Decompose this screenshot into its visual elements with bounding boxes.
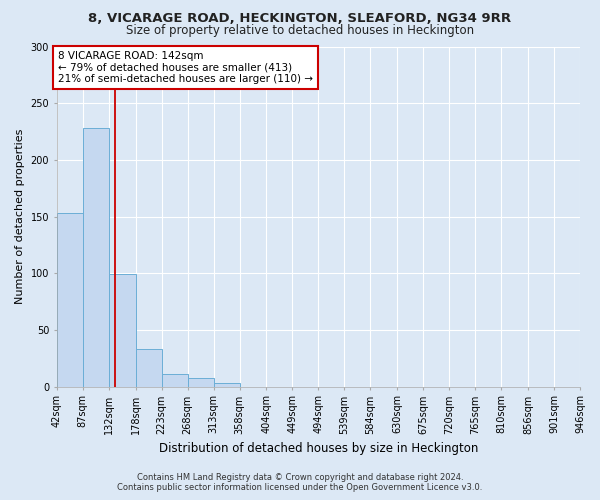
Bar xyxy=(161,374,188,386)
Bar xyxy=(109,274,136,386)
Text: Contains HM Land Registry data © Crown copyright and database right 2024.
Contai: Contains HM Land Registry data © Crown c… xyxy=(118,473,482,492)
Bar xyxy=(136,349,161,387)
Bar xyxy=(83,128,109,386)
Text: 8 VICARAGE ROAD: 142sqm
← 79% of detached houses are smaller (413)
21% of semi-d: 8 VICARAGE ROAD: 142sqm ← 79% of detache… xyxy=(58,51,313,84)
Y-axis label: Number of detached properties: Number of detached properties xyxy=(15,129,25,304)
Bar xyxy=(57,213,83,386)
Text: 8, VICARAGE ROAD, HECKINGTON, SLEAFORD, NG34 9RR: 8, VICARAGE ROAD, HECKINGTON, SLEAFORD, … xyxy=(88,12,512,26)
X-axis label: Distribution of detached houses by size in Heckington: Distribution of detached houses by size … xyxy=(159,442,478,455)
Bar xyxy=(214,384,240,386)
Bar xyxy=(188,378,214,386)
Text: Size of property relative to detached houses in Heckington: Size of property relative to detached ho… xyxy=(126,24,474,37)
